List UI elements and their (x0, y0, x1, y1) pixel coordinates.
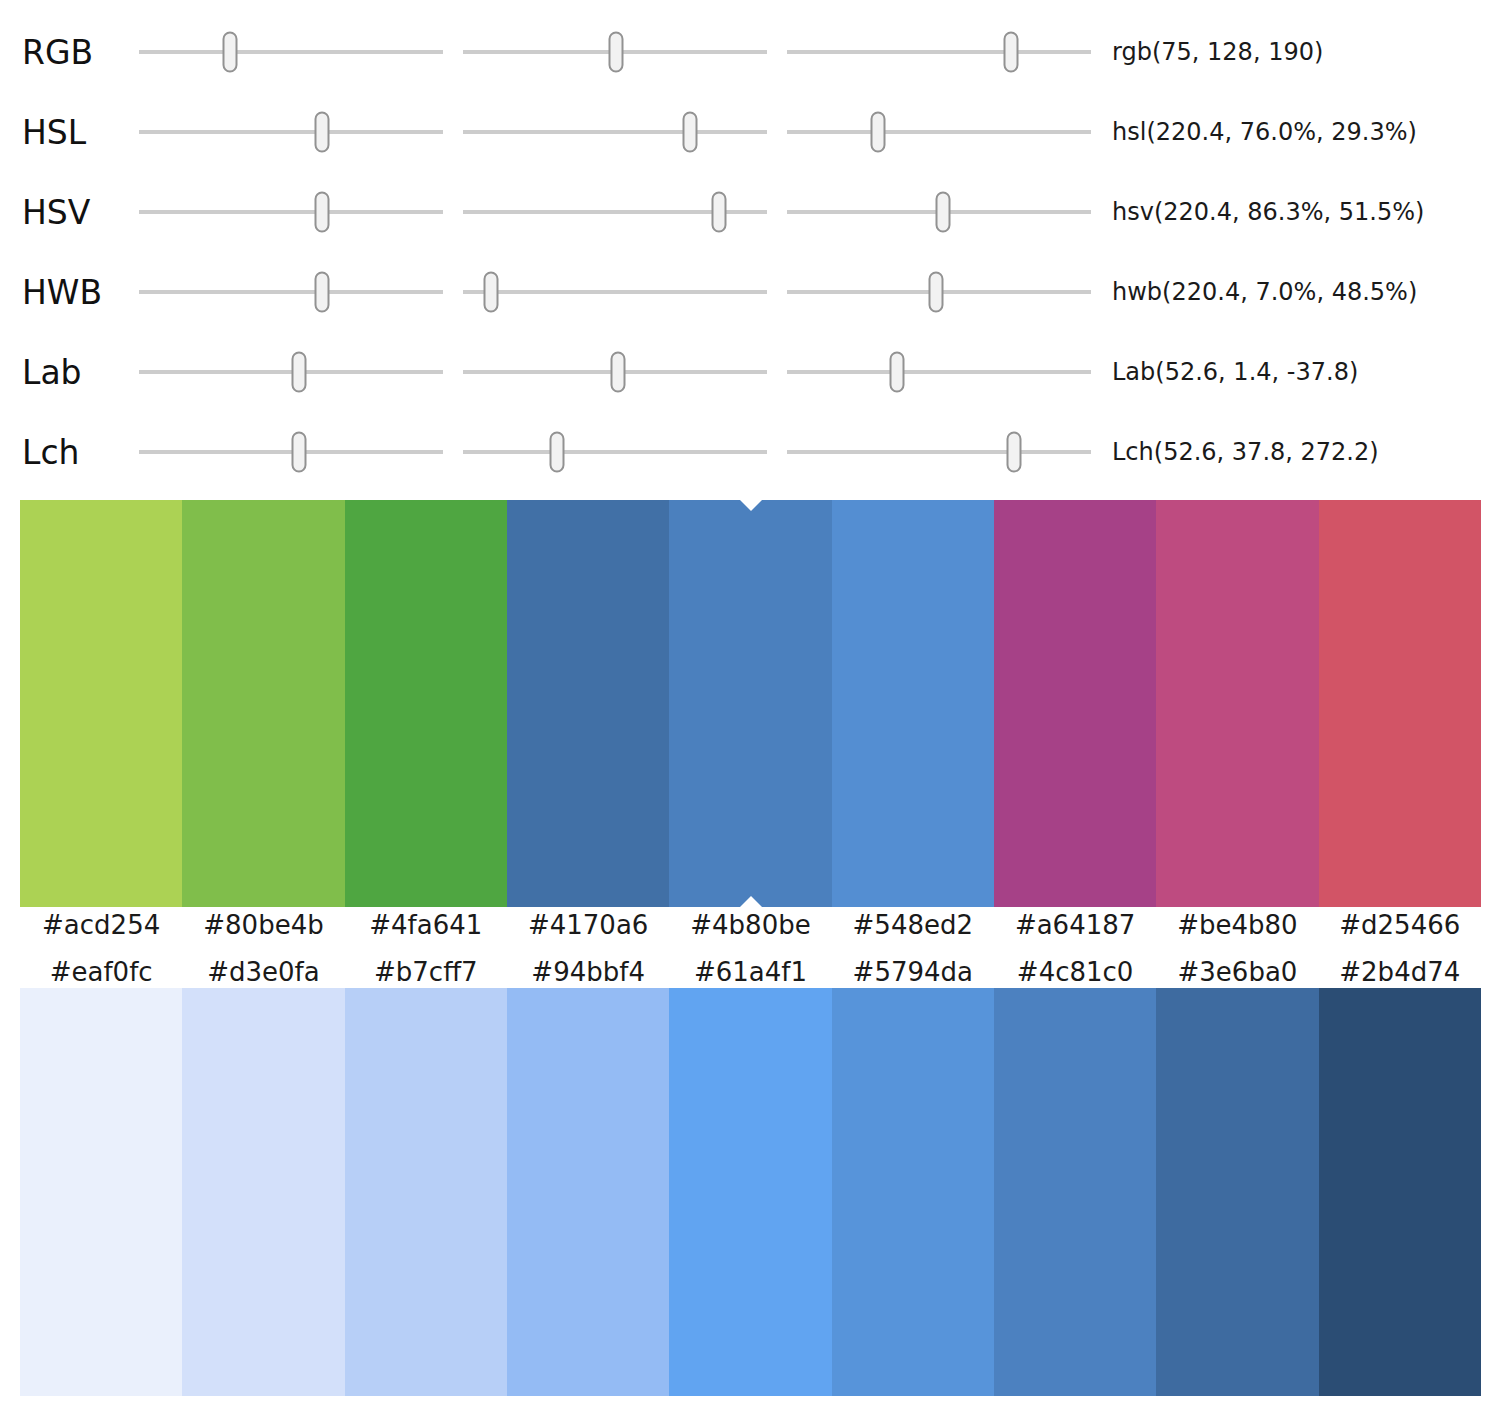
colorspace-label: Lab (22, 353, 82, 392)
slider-handle[interactable] (935, 192, 950, 233)
palette-swatch[interactable] (182, 988, 344, 1396)
palette-swatch[interactable] (1156, 988, 1318, 1396)
slider-track[interactable] (139, 370, 443, 374)
slider-row-lch: Lch Lch(52.6, 37.8, 272.2) (0, 412, 1501, 492)
colorspace-label: HWB (22, 273, 102, 312)
palette-swatch[interactable] (507, 988, 669, 1396)
palette-swatch[interactable] (669, 500, 831, 907)
slider-handle[interactable] (611, 352, 626, 393)
slider-track[interactable] (463, 210, 767, 214)
palette-swatch[interactable] (182, 500, 344, 907)
slider-track[interactable] (463, 130, 767, 134)
slider-track[interactable] (787, 370, 1091, 374)
slider-track[interactable] (787, 130, 1091, 134)
palette-swatch[interactable] (20, 988, 182, 1396)
slider-track[interactable] (787, 290, 1091, 294)
swatch-hex-label: #80be4b (182, 905, 344, 945)
colorspace-label: RGB (22, 33, 93, 72)
slider-track[interactable] (139, 130, 443, 134)
slider-track[interactable] (787, 50, 1091, 54)
slider-handle[interactable] (315, 272, 330, 313)
color-value-text: Lab(52.6, 1.4, -37.8) (1112, 358, 1358, 386)
swatch-hex-label: #d25466 (1319, 905, 1481, 945)
slider-row-hsv: HSV hsv(220.4, 86.3%, 51.5%) (0, 172, 1501, 252)
swatch-hex-label: #548ed2 (832, 905, 994, 945)
swatch-hex-label: #a64187 (994, 905, 1156, 945)
slider-handle[interactable] (683, 112, 698, 153)
palette-swatch[interactable] (1156, 500, 1318, 907)
slider-row-hsl: HSL hsl(220.4, 76.0%, 29.3%) (0, 92, 1501, 172)
slider-track[interactable] (139, 210, 443, 214)
slider-track[interactable] (463, 50, 767, 54)
swatch-hex-label: #eaf0fc (20, 952, 182, 992)
colorspace-label: HSL (22, 113, 86, 152)
slider-track[interactable] (463, 370, 767, 374)
color-value-text: hsl(220.4, 76.0%, 29.3%) (1112, 118, 1417, 146)
palette-swatch[interactable] (345, 988, 507, 1396)
swatch-hex-label: #4170a6 (507, 905, 669, 945)
swatch-hex-label: #61a4f1 (669, 952, 831, 992)
slider-handle[interactable] (291, 352, 306, 393)
slider-track[interactable] (139, 290, 443, 294)
swatch-hex-label: #d3e0fa (182, 952, 344, 992)
color-value-text: hwb(220.4, 7.0%, 48.5%) (1112, 278, 1417, 306)
palette-swatch[interactable] (832, 988, 994, 1396)
palette-swatch[interactable] (832, 500, 994, 907)
slider-handle[interactable] (711, 192, 726, 233)
slider-track[interactable] (139, 450, 443, 454)
swatch-hex-label: #b7cff7 (345, 952, 507, 992)
swatch-hex-label: #be4b80 (1156, 905, 1318, 945)
slider-handle[interactable] (483, 272, 498, 313)
slider-handle[interactable] (1004, 32, 1019, 73)
swatch-hex-label: #4c81c0 (994, 952, 1156, 992)
tint-shade-hex-labels: #eaf0fc#d3e0fa#b7cff7#94bbf4#61a4f1#5794… (20, 952, 1481, 992)
slider-handle[interactable] (608, 32, 623, 73)
harmony-palette (20, 500, 1481, 907)
swatch-hex-label: #94bbf4 (507, 952, 669, 992)
slider-handle[interactable] (315, 192, 330, 233)
swatch-hex-label: #2b4d74 (1319, 952, 1481, 992)
slider-handle[interactable] (1007, 432, 1022, 473)
slider-handle[interactable] (549, 432, 564, 473)
slider-handle[interactable] (870, 112, 885, 153)
palette-swatch[interactable] (345, 500, 507, 907)
slider-track[interactable] (463, 290, 767, 294)
slider-handle[interactable] (291, 432, 306, 473)
slider-row-lab: Lab Lab(52.6, 1.4, -37.8) (0, 332, 1501, 412)
palette-swatch[interactable] (20, 500, 182, 907)
slider-handle[interactable] (928, 272, 943, 313)
slider-track[interactable] (463, 450, 767, 454)
palette-swatch[interactable] (994, 500, 1156, 907)
palette-swatch[interactable] (669, 988, 831, 1396)
swatch-hex-label: #3e6ba0 (1156, 952, 1318, 992)
slider-row-hwb: HWB hwb(220.4, 7.0%, 48.5%) (0, 252, 1501, 332)
colorspace-label: HSV (22, 193, 90, 232)
color-value-text: rgb(75, 128, 190) (1112, 38, 1323, 66)
palette-swatch[interactable] (1319, 500, 1481, 907)
color-value-text: hsv(220.4, 86.3%, 51.5%) (1112, 198, 1424, 226)
palette-swatch[interactable] (507, 500, 669, 907)
palette-swatch[interactable] (1319, 988, 1481, 1396)
harmony-hex-labels: #acd254#80be4b#4fa641#4170a6#4b80be#548e… (20, 905, 1481, 945)
swatch-hex-label: #acd254 (20, 905, 182, 945)
slider-track[interactable] (139, 50, 443, 54)
palette-swatch[interactable] (994, 988, 1156, 1396)
slider-track[interactable] (787, 210, 1091, 214)
swatch-hex-label: #4fa641 (345, 905, 507, 945)
selected-swatch-marker-top (740, 500, 762, 511)
slider-handle[interactable] (890, 352, 905, 393)
swatch-hex-label: #5794da (832, 952, 994, 992)
slider-track[interactable] (787, 450, 1091, 454)
slider-row-rgb: RGB rgb(75, 128, 190) (0, 12, 1501, 92)
color-value-text: Lch(52.6, 37.8, 272.2) (1112, 438, 1379, 466)
colorspace-label: Lch (22, 433, 79, 472)
slider-handle[interactable] (315, 112, 330, 153)
tint-shade-palette (20, 988, 1481, 1396)
slider-handle[interactable] (223, 32, 238, 73)
swatch-hex-label: #4b80be (669, 905, 831, 945)
